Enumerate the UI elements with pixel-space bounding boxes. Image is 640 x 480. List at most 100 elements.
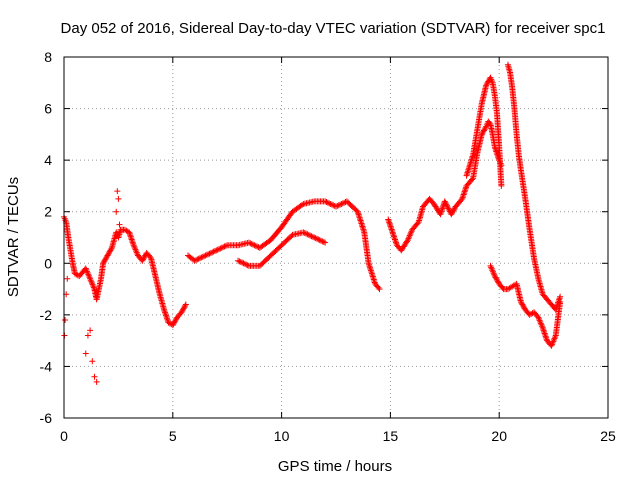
data-point bbox=[105, 249, 112, 256]
data-point bbox=[449, 210, 456, 217]
data-point bbox=[308, 233, 315, 240]
data-point bbox=[537, 320, 544, 327]
data-point bbox=[132, 246, 139, 253]
data-point bbox=[105, 251, 112, 258]
data-point bbox=[309, 233, 316, 240]
data-point bbox=[115, 195, 122, 202]
tick-labels: 0 5 10 15 20 25 -6 -4 -2 0 2 4 6 8 bbox=[40, 49, 616, 444]
data-point bbox=[303, 230, 310, 237]
data-point bbox=[550, 336, 557, 343]
data-point bbox=[90, 283, 97, 290]
data-point bbox=[245, 239, 252, 246]
data-point bbox=[549, 341, 556, 348]
data-point bbox=[337, 201, 344, 208]
data-point bbox=[141, 253, 148, 260]
data-point bbox=[139, 257, 146, 264]
data-point bbox=[491, 271, 498, 278]
data-point bbox=[489, 267, 496, 274]
data-point bbox=[441, 198, 448, 205]
data-point bbox=[85, 272, 92, 279]
data-point bbox=[214, 246, 221, 253]
data-point bbox=[169, 322, 176, 329]
data-point bbox=[84, 269, 91, 276]
data-point bbox=[469, 176, 475, 183]
data-point bbox=[221, 243, 228, 250]
data-point bbox=[520, 304, 527, 311]
data-point bbox=[171, 318, 178, 325]
data-point bbox=[235, 257, 242, 264]
data-point bbox=[131, 243, 138, 250]
data-point bbox=[499, 284, 506, 291]
data-point bbox=[216, 246, 223, 253]
y-tick-label: 8 bbox=[44, 49, 52, 65]
data-point bbox=[311, 234, 318, 241]
data-point bbox=[91, 373, 98, 380]
data-point bbox=[488, 264, 495, 271]
data-point bbox=[103, 253, 110, 260]
data-point bbox=[131, 245, 138, 252]
data-point bbox=[82, 265, 89, 272]
data-point bbox=[484, 79, 491, 86]
data-point bbox=[305, 231, 312, 238]
data-point bbox=[520, 302, 527, 309]
data-point bbox=[87, 327, 94, 334]
data-point bbox=[327, 200, 334, 207]
data-point bbox=[482, 124, 489, 131]
data-point bbox=[304, 231, 311, 238]
data-point bbox=[202, 252, 209, 259]
data-point bbox=[478, 131, 485, 138]
data-point bbox=[313, 235, 320, 242]
data-point bbox=[320, 239, 327, 246]
y-tick-label: -2 bbox=[40, 307, 53, 323]
data-point bbox=[517, 298, 524, 305]
data-point bbox=[486, 119, 493, 126]
data-point bbox=[244, 262, 251, 269]
data-point bbox=[241, 260, 248, 267]
data-point bbox=[444, 204, 451, 211]
data-point bbox=[222, 242, 229, 249]
data-point bbox=[338, 200, 345, 207]
y-axis-label: SDTVAR / TECUs bbox=[5, 177, 22, 297]
data-point bbox=[113, 208, 120, 215]
y-tick-label: -6 bbox=[40, 410, 53, 426]
data-point bbox=[494, 277, 501, 284]
y-tick-label: 6 bbox=[44, 101, 52, 117]
data-point bbox=[300, 229, 307, 236]
data-point bbox=[481, 126, 488, 133]
data-point bbox=[182, 302, 189, 309]
data-point bbox=[103, 255, 110, 262]
data-point bbox=[82, 350, 89, 357]
data-point bbox=[85, 271, 92, 278]
data-point bbox=[84, 268, 91, 275]
data-point bbox=[450, 207, 457, 214]
data-point bbox=[406, 232, 413, 239]
data-point bbox=[404, 237, 411, 244]
data-point bbox=[86, 274, 93, 281]
data-point bbox=[192, 257, 199, 264]
data-point bbox=[322, 198, 329, 205]
y-tick-label: 4 bbox=[44, 152, 52, 168]
x-tick-label: 25 bbox=[600, 428, 616, 444]
data-point bbox=[334, 202, 341, 209]
data-point bbox=[406, 234, 413, 241]
data-point bbox=[213, 247, 220, 254]
x-axis-label: GPS time / hours bbox=[278, 458, 392, 475]
data-point bbox=[535, 315, 542, 322]
data-point bbox=[443, 202, 450, 209]
data-point bbox=[493, 275, 500, 282]
data-point bbox=[90, 284, 97, 291]
x-tick-label: 5 bbox=[169, 428, 177, 444]
data-point bbox=[207, 249, 214, 256]
data-point bbox=[328, 201, 335, 208]
data-point bbox=[483, 82, 490, 89]
data-point bbox=[205, 251, 212, 258]
x-tick-label: 20 bbox=[491, 428, 507, 444]
data-point bbox=[551, 335, 558, 342]
data-point bbox=[247, 240, 254, 247]
data-point bbox=[333, 203, 339, 210]
data-point bbox=[203, 251, 210, 258]
data-point bbox=[538, 321, 545, 328]
data-point bbox=[133, 249, 140, 256]
data-point bbox=[407, 231, 414, 238]
x-tick-label: 0 bbox=[60, 428, 68, 444]
